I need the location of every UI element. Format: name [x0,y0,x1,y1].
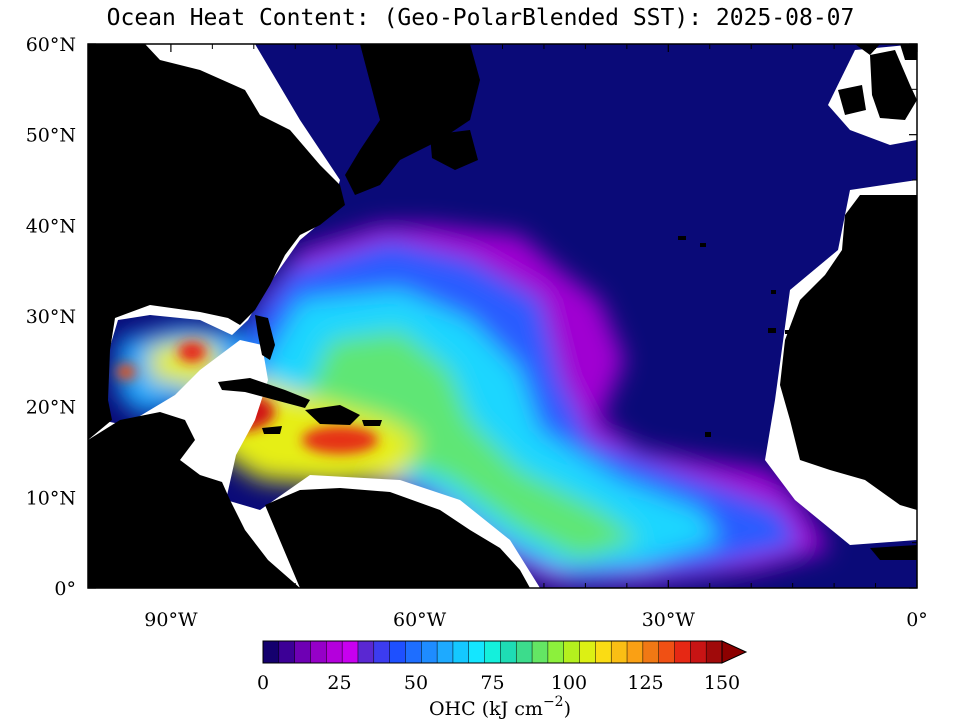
colorbar-extend-arrow [721,640,748,664]
colorbar-label-close: ) [564,698,571,720]
land-florida [255,315,275,360]
colorbar-label-superscript: −2 [543,694,564,710]
land-iceland-edge [855,44,880,55]
lat-label: 20°N [26,397,76,419]
land-madeira [771,290,776,294]
map-title: Ocean Heat Content: (Geo-PolarBlended SS… [106,5,855,31]
colorbar-tick-label: 100 [551,672,587,694]
colorbar-label: OHC (kJ cm−2) [429,694,571,720]
map-plot-area [88,44,917,588]
colorbar-swatch [342,641,359,663]
land-azores-2 [700,243,706,247]
lat-label: 40°N [26,215,76,237]
colorbar-swatch [263,641,280,663]
ohc-hotspot-gulf2 [116,364,136,380]
land-azores-1 [678,236,686,240]
ohc-field [118,225,830,585]
land-jamaica [262,426,282,434]
colorbar-tick-label: 0 [257,672,269,694]
land-canada-east [345,44,480,195]
lat-label: 10°N [26,487,76,509]
colorbar-swatch [642,641,660,663]
axes: 60°N 50°N 40°N 30°N 20°N 10°N 0° 90°W 60°W 30°W 0° [26,34,928,631]
colorbar-swatch [437,641,454,663]
land-ireland [838,85,866,115]
land-north-america [88,44,345,440]
colorbar-swatch [389,641,406,663]
land-iberia [900,44,917,60]
land-africa [780,195,917,510]
colorbar-tick-label: 75 [480,672,504,694]
lat-label: 60°N [26,34,76,56]
land-africa-south [870,545,917,560]
colorbar-swatch [706,641,723,663]
colorbar-swatch [595,641,612,663]
lon-label: 0° [906,609,928,631]
colorbar-swatch [532,641,549,663]
colorbar-swatch [294,641,311,663]
land-cape-verde [705,432,711,437]
land-canary-2 [785,330,792,334]
lat-label: 30°N [26,306,76,328]
colorbar-frame [262,640,723,664]
colorbar-swatch [278,641,296,663]
colorbar-swatch [421,641,438,663]
colorbar-tick-label: 50 [404,672,428,694]
colorbar-tick-label: 150 [704,672,740,694]
colorbar: 0 25 50 75 100 125 150 [257,640,748,694]
land-canary-1 [768,328,776,333]
colorbar-swatch [357,641,375,663]
colorbar-swatch [627,641,644,663]
colorbar-swatch [484,641,501,663]
colorbar-swatch [500,641,517,663]
colorbar-swatch [452,641,470,663]
colorbar-swatch [579,641,596,663]
colorbar-label-text: OHC (kJ cm [429,698,543,720]
colorbar-swatch [563,641,581,663]
land-hispaniola [305,405,360,425]
colorbar-swatch [658,641,676,663]
colorbar-swatch [405,641,422,663]
ohc-green-band [300,330,640,560]
land-britain [870,50,917,120]
ohc-hotspot-caribbean [302,426,378,454]
land-mexico-yucatan [88,412,300,588]
lon-label: 90°W [144,609,198,631]
colorbar-swatch [547,641,565,663]
lat-label: 0° [54,578,76,600]
colorbar-swatch [326,641,343,663]
ohc-hotspot-gulf [178,342,206,362]
lon-label: 30°W [642,609,696,631]
land-south-america [265,488,530,588]
lat-label: 50°N [26,125,76,147]
colorbar-swatch [674,641,691,663]
colorbar-swatch [468,641,486,663]
land-newfoundland [430,130,478,170]
colorbar-swatch [690,641,707,663]
colorbar-tick-label: 125 [627,672,663,694]
colorbar-swatch [516,641,533,663]
colorbar-swatch [611,641,628,663]
colorbar-swatch [310,641,327,663]
land-cuba [218,378,310,408]
colorbar-swatch [373,641,391,663]
land [88,44,917,588]
land-puerto-rico [362,420,382,426]
lon-label: 60°W [393,609,447,631]
colorbar-tick-label: 25 [327,672,351,694]
